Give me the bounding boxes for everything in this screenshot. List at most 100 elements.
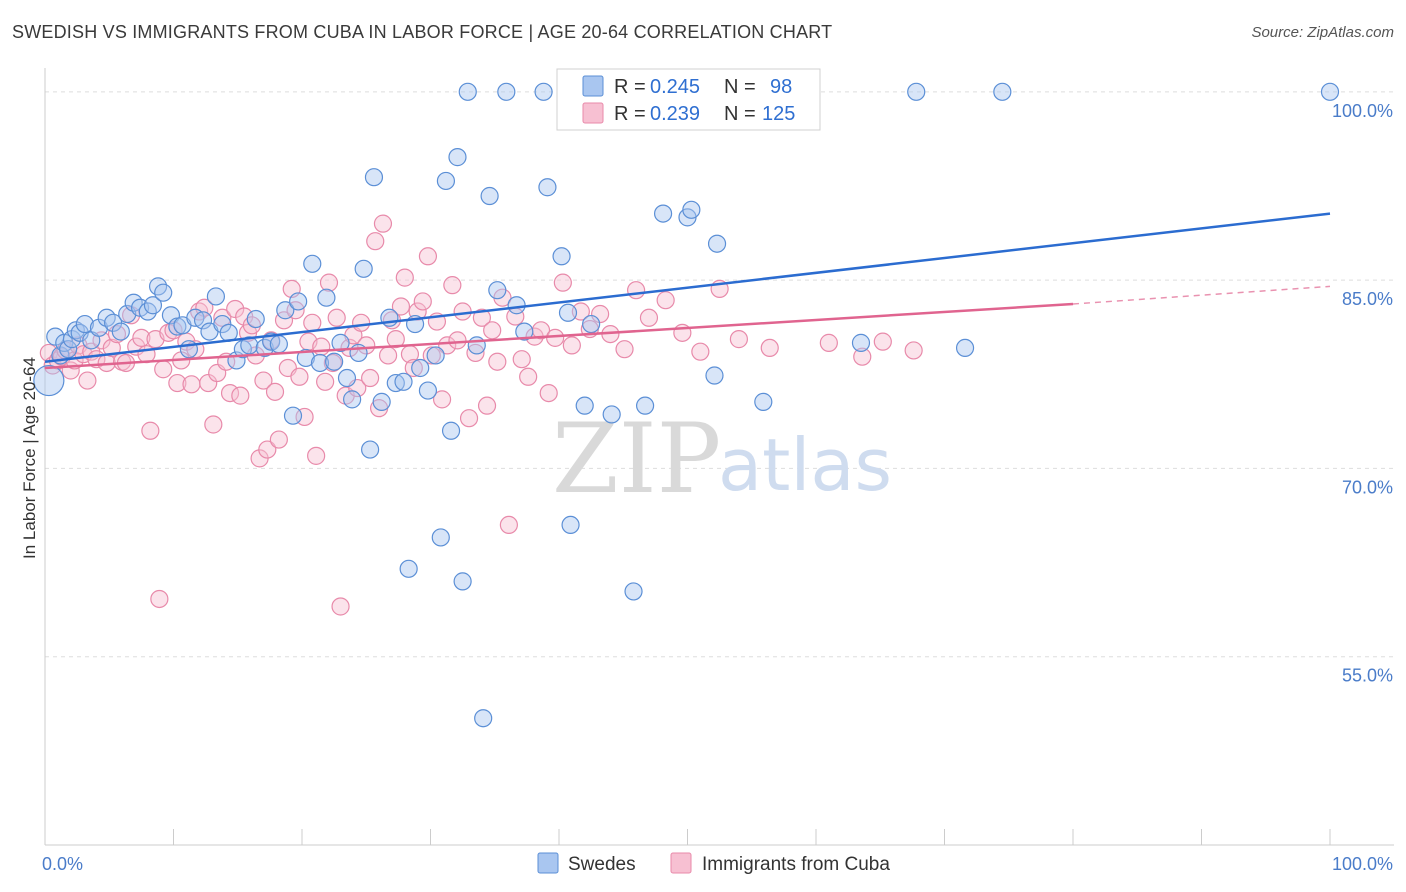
cuba-point (591, 304, 610, 324)
swedes-point (111, 322, 130, 341)
swedes-point (33, 364, 65, 397)
swedes-point (206, 287, 226, 306)
swedes-point (240, 336, 259, 355)
swedes-point (154, 283, 173, 302)
swedes-point (161, 306, 181, 325)
swedes-point (337, 368, 357, 388)
swedes-point (310, 353, 330, 373)
swedes-point (399, 559, 418, 578)
legend-r-value-swedes: 0.245 (650, 76, 700, 98)
swedes-point (467, 336, 486, 355)
trend-line-swedes (44, 212, 1331, 363)
swedes-point (474, 709, 493, 728)
cuba-point (546, 328, 565, 347)
y-tick-label: 85.0% (1342, 289, 1393, 309)
swedes-point (515, 322, 534, 341)
y-tick-label: 55.0% (1342, 666, 1393, 686)
legend-swatch-cuba (582, 102, 604, 124)
cuba-point (307, 446, 326, 465)
cuba-point (656, 291, 675, 310)
cuba-point (562, 336, 581, 355)
trend-lines (44, 212, 1331, 370)
swedes-point (538, 178, 557, 197)
swedes-point (75, 314, 94, 334)
swedes-point (89, 318, 109, 337)
swedes-point (296, 348, 315, 368)
swedes-point (575, 396, 594, 415)
cuba-point (182, 375, 201, 394)
cuba-point (571, 302, 590, 321)
cuba-point (331, 597, 350, 616)
swedes-point (411, 358, 430, 378)
axes (44, 68, 1394, 846)
cuba-point (483, 321, 502, 340)
swedes-point (552, 247, 571, 266)
swedes-point (635, 396, 655, 415)
cuba-point (290, 367, 309, 386)
swedes-point (283, 406, 303, 425)
x-tick-labels: 0.0% 100.0% (42, 854, 1393, 874)
cuba-point (269, 430, 288, 449)
cuba-point (553, 273, 572, 292)
swedes-point (907, 82, 926, 101)
cuba-point (466, 343, 485, 363)
cuba-point (168, 373, 187, 393)
cuba-point (327, 308, 346, 327)
cuba-point (488, 352, 507, 371)
x-tick-label: 0.0% (42, 854, 83, 874)
y-tick-labels: 55.0% 70.0% 85.0% 100.0% (1332, 101, 1393, 686)
swedes-point (394, 372, 413, 391)
cuba-point (373, 214, 393, 233)
cuba-point (141, 421, 160, 440)
swedes-point (441, 421, 461, 440)
cuba-point (472, 308, 491, 327)
cuba-point (378, 346, 398, 365)
cuba-point (448, 331, 467, 350)
swedes-point (386, 373, 405, 393)
legend-n-value-swedes: 98 (770, 76, 792, 98)
cuba-point (361, 368, 380, 388)
y-tick-label: 70.0% (1342, 477, 1393, 497)
cuba-point (154, 360, 173, 379)
cuba-point (204, 415, 223, 434)
cuba-point (319, 273, 339, 292)
cuba-point (213, 308, 232, 327)
cuba-point (316, 372, 335, 391)
cuba-point (404, 358, 423, 378)
cuba-point (413, 292, 432, 311)
swedes-point (372, 392, 391, 411)
y-tick-label: 100.0% (1332, 101, 1393, 121)
swedes-point (480, 186, 499, 206)
cuba-point (366, 232, 385, 251)
cuba-point (395, 268, 414, 287)
cuba-point (438, 336, 457, 355)
cuba-point (499, 515, 518, 535)
y-axis-label: In Labor Force | Age 20-64 (20, 357, 39, 559)
swedes-point (317, 288, 336, 307)
swedes-point (458, 82, 477, 101)
stats-legend: R = 0.245 N = 98 R = 0.239 N = 125 (556, 68, 821, 131)
swedes-point (289, 292, 308, 311)
swedes-point (955, 338, 975, 358)
legend-n-label-swedes: N = (724, 76, 756, 98)
cuba-point (386, 330, 405, 349)
cuba-point (391, 297, 411, 316)
watermark-zip: ZIP (552, 403, 721, 515)
series-swedes-points (33, 82, 1340, 728)
cuba-point (691, 342, 710, 361)
swedes-point (507, 296, 526, 315)
cuba-point (323, 353, 342, 373)
cuba-point (819, 333, 838, 352)
legend-n-value-cuba: 125 (762, 103, 795, 125)
cuba-point (303, 313, 322, 332)
watermark-atlas: atlas (718, 423, 892, 507)
swedes-point (624, 582, 643, 601)
cuba-point (432, 390, 452, 409)
cuba-point (729, 330, 749, 349)
swedes-point (851, 333, 871, 352)
swedes-point (993, 82, 1012, 101)
cuba-point (853, 347, 872, 366)
chart-title: SWEDISH VS IMMIGRANTS FROM CUBA IN LABOR… (12, 22, 833, 42)
cuba-point (519, 367, 538, 386)
cuba-point (904, 341, 923, 360)
